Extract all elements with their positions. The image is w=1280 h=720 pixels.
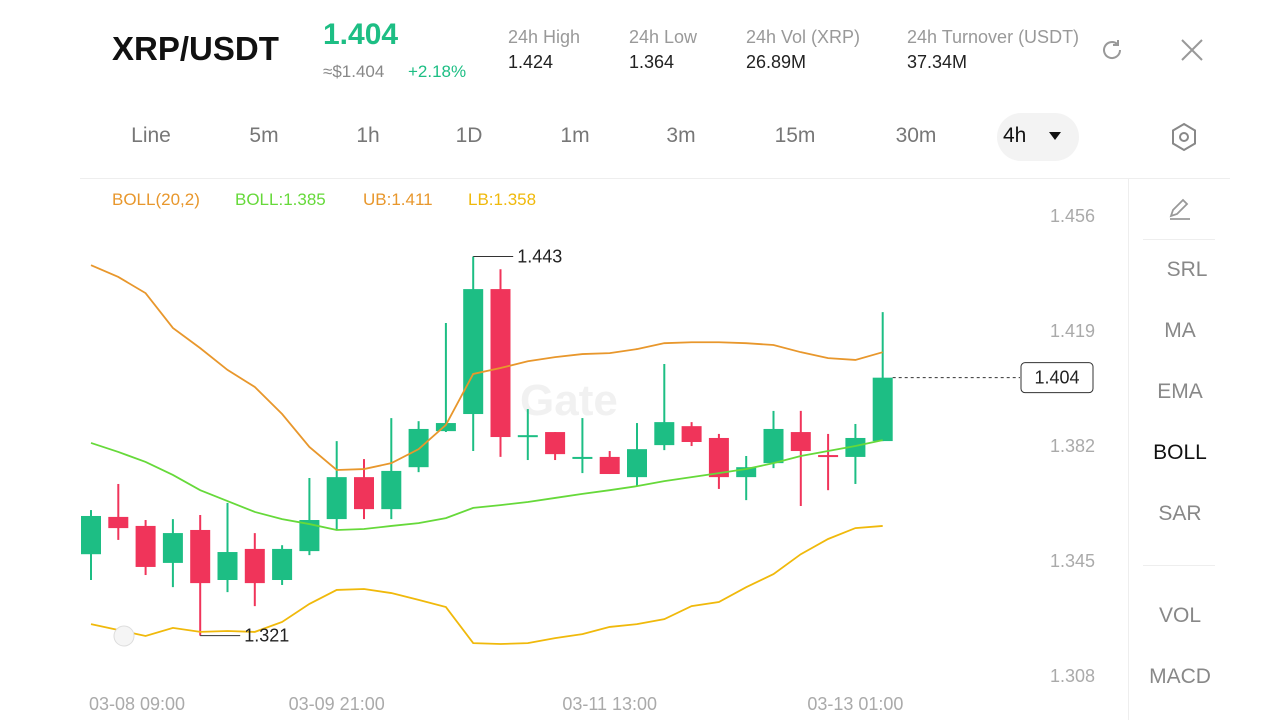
candle-body bbox=[272, 548, 293, 581]
divider bbox=[1143, 239, 1215, 240]
stat-value: 1.364 bbox=[629, 52, 675, 72]
candle-body bbox=[354, 477, 374, 510]
timeframe-tab[interactable]: 5m bbox=[249, 124, 279, 147]
candle-body bbox=[244, 548, 265, 584]
indicator-button[interactable]: MA bbox=[1164, 319, 1196, 342]
indicator-button[interactable]: BOLL bbox=[1153, 441, 1207, 464]
candle-body bbox=[818, 455, 839, 458]
change: +2.18% bbox=[408, 62, 467, 81]
candle-body bbox=[681, 426, 702, 443]
stat-value: 1.424 bbox=[508, 52, 554, 72]
candle-body bbox=[162, 533, 183, 563]
indicator-button[interactable]: MACD bbox=[1149, 665, 1211, 688]
candle-body bbox=[517, 435, 538, 438]
timeframe-tab[interactable]: 15m bbox=[774, 124, 816, 147]
candle-body bbox=[299, 520, 320, 552]
refresh-icon[interactable] bbox=[1098, 36, 1126, 64]
timeframe-tab[interactable]: Line bbox=[131, 124, 171, 147]
last-price-box bbox=[1020, 362, 1094, 394]
last-price-label: 1.404 bbox=[1034, 368, 1079, 388]
symbol: XRP/USDT bbox=[112, 30, 279, 67]
candle-body bbox=[217, 552, 238, 581]
candle-body bbox=[135, 525, 156, 567]
candle-body bbox=[627, 449, 647, 478]
stat-label: 24h High bbox=[508, 27, 581, 47]
y-tick-label: 1.308 bbox=[1050, 666, 1095, 686]
candle-body bbox=[545, 432, 566, 455]
active-tab-bg bbox=[997, 113, 1079, 161]
candle-body bbox=[763, 428, 784, 464]
close-icon[interactable] bbox=[1178, 36, 1206, 64]
indicator-legend: BOLL:1.385 bbox=[235, 190, 326, 209]
indicator-button[interactable]: SRL bbox=[1166, 258, 1208, 281]
candle-body bbox=[490, 289, 511, 438]
divider bbox=[1128, 178, 1129, 720]
candle-body bbox=[326, 477, 347, 520]
candle-body bbox=[435, 423, 456, 432]
candle-body bbox=[845, 437, 866, 457]
timeframe-tab[interactable]: 1h bbox=[356, 124, 380, 147]
y-tick-label: 1.456 bbox=[1050, 206, 1095, 226]
stat-label: 24h Turnover (USDT) bbox=[907, 27, 1080, 47]
candle-body bbox=[599, 456, 620, 475]
indicator-legend: LB:1.358 bbox=[468, 190, 536, 209]
dropdown-arrow[interactable] bbox=[1048, 130, 1062, 142]
stat-value: 26.89M bbox=[746, 52, 807, 72]
timeframe-tab[interactable]: 1D bbox=[455, 124, 483, 147]
draw-icon[interactable] bbox=[1166, 195, 1194, 223]
candle-body bbox=[708, 437, 729, 478]
x-tick-label: 03-13 01:00 bbox=[807, 694, 903, 714]
divider bbox=[1143, 565, 1215, 566]
candle-body bbox=[381, 470, 402, 510]
stat-value: 37.34M bbox=[907, 52, 968, 72]
candle-body bbox=[736, 467, 757, 478]
timeframe-tab[interactable]: 3m bbox=[666, 124, 696, 147]
divider bbox=[80, 178, 1230, 179]
candle-body bbox=[790, 432, 811, 452]
price: 1.404 bbox=[323, 18, 399, 51]
y-tick-label: 1.419 bbox=[1050, 321, 1095, 341]
candle-body bbox=[190, 529, 211, 584]
high-label: 1.443 bbox=[517, 246, 562, 266]
watermark: Gate bbox=[520, 376, 618, 425]
boll-line bbox=[90, 439, 883, 531]
candle-body bbox=[463, 289, 484, 415]
settings-icon[interactable] bbox=[1168, 121, 1200, 153]
timeframe-tab[interactable]: 1m bbox=[560, 124, 590, 147]
x-tick-label: 03-11 13:00 bbox=[562, 694, 657, 714]
stat-label: 24h Vol (XRP) bbox=[746, 27, 861, 47]
boll-line bbox=[90, 525, 883, 645]
indicator-legend: UB:1.411 bbox=[363, 190, 433, 209]
x-tick-label: 03-09 21:00 bbox=[289, 694, 385, 714]
low-label: 1.321 bbox=[244, 626, 289, 646]
indicator-button[interactable]: VOL bbox=[1158, 604, 1202, 627]
candle-body bbox=[572, 456, 593, 459]
boll-line bbox=[90, 264, 883, 471]
timeframe-tab[interactable]: 4h bbox=[1003, 124, 1027, 147]
indicator-legend: BOLL(20,2) bbox=[112, 190, 200, 209]
candle-body bbox=[654, 422, 675, 446]
indicator-button[interactable]: SAR bbox=[1158, 502, 1202, 525]
y-tick-label: 1.345 bbox=[1050, 551, 1095, 571]
stat-label: 24h Low bbox=[629, 27, 698, 47]
x-tick-label: 03-08 09:00 bbox=[89, 694, 185, 714]
candle-body bbox=[872, 377, 893, 442]
logo-icon bbox=[113, 625, 135, 647]
timeframe-tab[interactable]: 30m bbox=[895, 124, 937, 147]
indicator-button[interactable]: EMA bbox=[1157, 380, 1203, 403]
y-tick-label: 1.382 bbox=[1050, 436, 1095, 456]
candle-body bbox=[81, 515, 101, 555]
candle-body bbox=[108, 516, 129, 529]
approx-price: ≈$1.404 bbox=[323, 62, 385, 81]
